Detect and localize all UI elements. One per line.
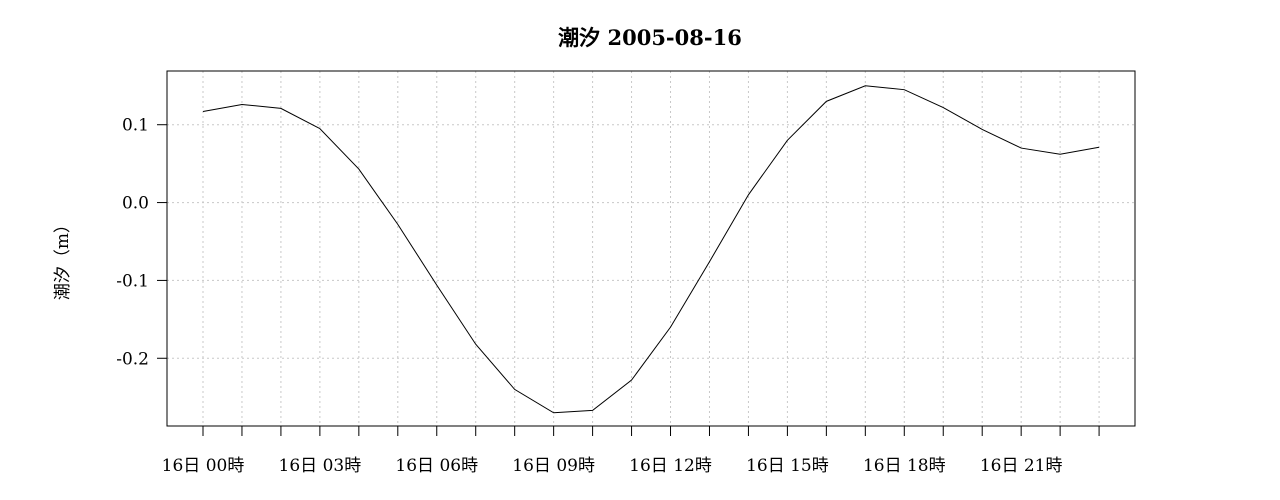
x-tick-label: 16日 00時 [162,456,245,476]
x-tick-label: 16日 21時 [980,456,1063,476]
x-tick-label: 16日 12時 [629,456,712,476]
x-tick-label: 16日 15時 [746,456,829,476]
y-tick-label: 0.0 [122,194,149,214]
x-tick-label: 16日 18時 [863,456,946,476]
y-tick-label: -0.1 [116,271,149,291]
x-axis: 16日 00時 16日 03時 16日 06時 16日 09時 16日 12時 16日 1… [162,426,1100,476]
y-axis-label: 潮汐（m） [53,216,73,300]
plot-frame [166,70,1136,427]
x-tick-label: 16日 03時 [279,456,362,476]
y-tick-label: -0.2 [116,349,149,369]
chart-title: 潮汐 2005-08-16 [558,25,742,50]
x-tick-label: 16日 06時 [395,456,478,476]
y-tick-label: 0.1 [122,116,149,136]
tide-series-line [202,85,1100,414]
y-axis: 0.1 0.0 -0.1 -0.2 [116,116,167,369]
x-tick-label: 16日 09時 [512,456,595,476]
